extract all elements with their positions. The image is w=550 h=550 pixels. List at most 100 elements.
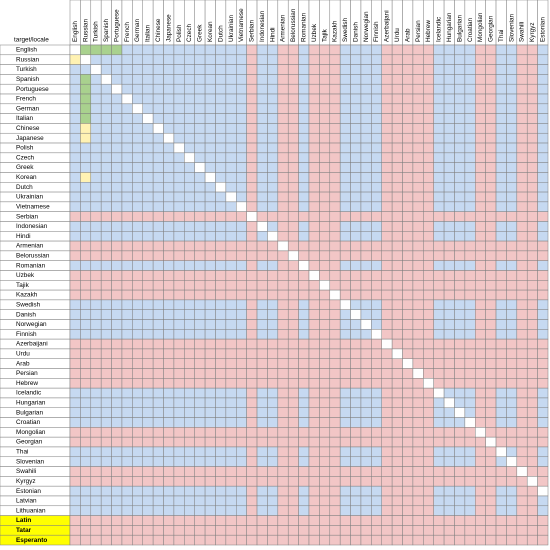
- cell: [256, 397, 268, 408]
- cell: [225, 132, 237, 144]
- cell: [537, 260, 549, 271]
- cell: [485, 64, 497, 75]
- cell: [464, 221, 476, 232]
- cell: [215, 54, 227, 65]
- cell: [298, 495, 310, 507]
- cell: [163, 250, 175, 261]
- cell: [329, 456, 341, 467]
- cell: [100, 54, 112, 65]
- cell: [163, 309, 175, 320]
- cell: [443, 299, 455, 310]
- cell: [402, 113, 414, 124]
- row-label: Latvian: [16, 498, 37, 505]
- cell: [371, 103, 382, 114]
- cell: [267, 44, 279, 56]
- cell: [215, 123, 227, 134]
- cell: [443, 319, 455, 330]
- cell: [412, 319, 424, 330]
- cell: [423, 485, 434, 497]
- cell: [319, 309, 331, 320]
- cell: [236, 270, 247, 281]
- cell: [287, 182, 299, 193]
- cell: [142, 191, 154, 203]
- cell: [204, 368, 216, 379]
- row-label: Uzbek: [16, 272, 35, 279]
- cell: [329, 142, 341, 154]
- cell: [339, 270, 351, 281]
- cell: [69, 407, 81, 418]
- cell: [236, 260, 247, 271]
- cell: [516, 83, 528, 95]
- row-label: Esperanto: [16, 537, 47, 544]
- cell: [423, 152, 434, 163]
- cell: [184, 534, 195, 546]
- cell: [443, 280, 455, 291]
- row-label: German: [16, 105, 40, 112]
- cell: [308, 309, 320, 320]
- cell: [184, 289, 195, 301]
- cell: [412, 221, 424, 232]
- cell: [194, 505, 206, 516]
- cell: [433, 476, 445, 487]
- cell: [485, 221, 497, 232]
- cell: [350, 436, 362, 448]
- cell: [111, 280, 123, 291]
- column-label: Indonesian: [259, 10, 266, 42]
- cell: [339, 397, 351, 408]
- cell: [298, 54, 310, 65]
- cell: [225, 44, 237, 56]
- cell: [132, 495, 143, 507]
- cell: [308, 54, 320, 65]
- cell: [194, 338, 206, 350]
- cell: [204, 240, 216, 252]
- cell: [90, 280, 102, 291]
- cell: [184, 485, 195, 497]
- cell: [298, 329, 310, 340]
- cell: [350, 123, 362, 134]
- cell: [308, 123, 320, 134]
- cell: [132, 427, 143, 438]
- cell: [308, 525, 320, 536]
- row-label: Estonian: [16, 488, 41, 495]
- cell: [184, 329, 195, 340]
- column-label: Spanish: [103, 18, 110, 42]
- cell: [412, 417, 424, 428]
- cell: [132, 103, 143, 114]
- cell: [69, 309, 81, 320]
- cell: [173, 221, 185, 232]
- cell: [350, 191, 362, 203]
- cell: [423, 456, 434, 467]
- column-label: Armenian: [280, 14, 287, 42]
- cell: [121, 44, 133, 56]
- cell: [90, 142, 102, 154]
- cell: [215, 368, 227, 379]
- cell: [121, 289, 133, 301]
- cell: [391, 201, 403, 212]
- cell: [80, 74, 92, 85]
- cell: [132, 44, 143, 56]
- cell: [495, 495, 507, 507]
- cell: [391, 172, 403, 183]
- cell: [287, 427, 299, 438]
- cell: [246, 407, 258, 418]
- cell: [267, 270, 279, 281]
- cell: [121, 456, 133, 467]
- column-label: Mongolian: [477, 12, 484, 42]
- cell: [319, 368, 331, 379]
- cell: [402, 182, 414, 193]
- cell: [423, 270, 434, 281]
- cell: [506, 162, 518, 173]
- cell: [69, 152, 81, 163]
- cell: [391, 338, 403, 350]
- cell: [90, 299, 102, 310]
- cell: [111, 152, 123, 163]
- cell: [464, 309, 476, 320]
- cell: [464, 44, 476, 56]
- cell: [277, 329, 289, 340]
- cell: [495, 162, 507, 173]
- cell: [329, 417, 341, 428]
- cell: [69, 466, 81, 477]
- cell: [90, 446, 102, 458]
- cell: [100, 44, 112, 56]
- cell: [506, 387, 518, 399]
